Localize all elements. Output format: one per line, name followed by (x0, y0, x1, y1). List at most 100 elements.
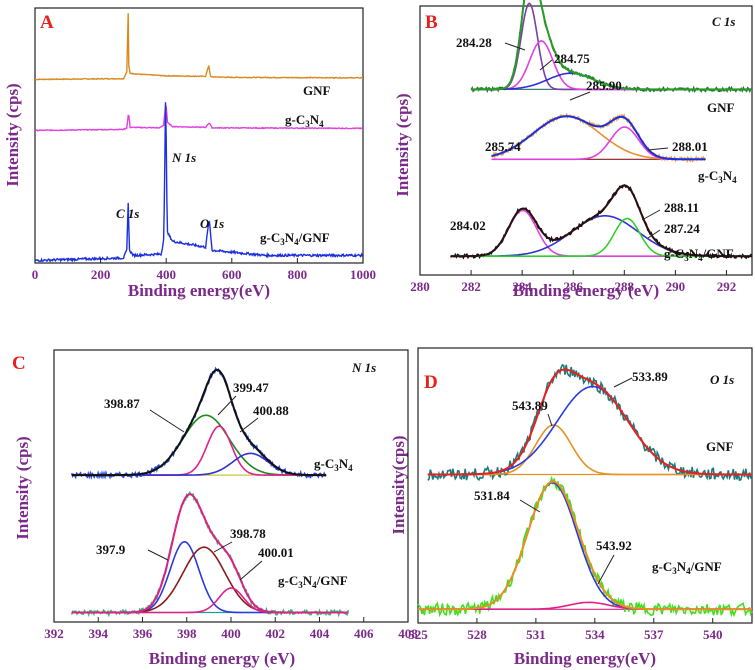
panel-c-ann-39947: 399.47 (233, 380, 269, 395)
panel-b-ann-28801: 288.01 (672, 139, 708, 154)
panel-c-xtick-label: 408 (398, 626, 418, 641)
panel-c-ann-3979: 397.9 (96, 542, 126, 557)
panel-c-letter: C (12, 353, 26, 374)
panel-b-xtick-label: 288 (615, 279, 635, 294)
panel-b-xlabel: Binding energy (eV) (513, 281, 659, 300)
panel-c-envelope-0 (71, 368, 327, 477)
panel-d-xtick-label: 537 (644, 627, 664, 642)
panel-c-ylabel: Intensity (cps) (13, 436, 32, 539)
panel-a-xtick-label: 1000 (350, 267, 376, 282)
panel-b-pointer-5 (641, 209, 661, 221)
panel-d-ann-54392: 543.92 (596, 538, 632, 553)
panel-d-peak-0-0 (427, 424, 752, 476)
panel-c-xtick-label: 398 (177, 626, 197, 641)
panel-a-series-1 (34, 103, 364, 132)
panel-d-xtick-label: 540 (703, 627, 723, 642)
panel-d-xticks: 525 528 531 534 537 540 (408, 618, 722, 642)
panel-b-pointer-1 (504, 42, 526, 51)
panel-c-ann-40001: 400.01 (258, 545, 294, 560)
panel-d-pointer-1 (613, 377, 633, 388)
panel-c-series-gc3n4: g-C3N4 (314, 456, 353, 473)
panel-a-xtick-label: 600 (222, 267, 242, 282)
panel-b-series-gnf: GNF (707, 100, 735, 115)
panel-d-envelope-1 (418, 480, 752, 611)
panel-b-xtick-label: 280 (410, 279, 430, 294)
panel-d-raw-data-1 (417, 475, 753, 618)
panel-d-xtick-label: 531 (526, 627, 546, 642)
panel-b-title: C 1s (712, 14, 735, 29)
panel-c-pointer-5 (213, 541, 233, 553)
panel-d-series-gnf: GNF (706, 439, 734, 454)
panel-a-n1s-label: N 1s (171, 150, 196, 165)
panel-b-ann-28724: 287.24 (664, 221, 700, 236)
panel-c: 392 394 396 398 400 402 404 406 408 C N 1s 398.8… (12, 349, 418, 668)
panel-a-letter: A (40, 12, 54, 33)
panel-c-curves (70, 366, 350, 618)
panel-d-ylabel: Intensity(cps) (389, 435, 408, 534)
panel-b-xtick-label: 292 (717, 279, 737, 294)
panel-b-ann-28574: 285.74 (485, 139, 521, 154)
panel-c-series-composite: g-C3N4/GNF (278, 573, 348, 590)
panel-b-letter: B (425, 12, 438, 33)
panel-b-pointer-4 (647, 147, 669, 151)
panel-b-envelope-1 (491, 115, 706, 161)
panel-d-frame (417, 347, 753, 624)
panel-d-letter: D (424, 372, 438, 393)
panel-c-peak-0-0 (71, 414, 327, 476)
panel-b-envelope-0 (471, 0, 751, 91)
panel-b-frame (419, 5, 753, 276)
panel-c-xtick-label: 402 (266, 626, 286, 641)
panel-b-pointer-6 (647, 229, 661, 239)
panel-b-ann-28402: 284.02 (450, 218, 486, 233)
panel-b-ann-28590: 285.90 (586, 78, 622, 93)
panel-d-envelope-0 (427, 368, 752, 476)
panel-a-xtick-label: 400 (156, 267, 176, 282)
panel-a-series-2 (34, 102, 364, 263)
panel-d: 525 528 531 534 537 540 D O 1s 533.89 543.89 … (389, 347, 753, 668)
panel-d-raw-data-0 (427, 363, 753, 482)
panel-c-ann-39887: 398.87 (104, 396, 140, 411)
panel-c-pointer-2 (217, 395, 237, 416)
panel-c-xtick-label: 394 (89, 626, 109, 641)
panel-c-pointer-6 (239, 560, 263, 581)
panel-d-xtick-label: 525 (408, 627, 428, 642)
panel-a-o1s-label: O 1s (200, 216, 224, 231)
panel-c-raw-data-0 (70, 366, 327, 480)
panel-a-series-gc3n4: g-C3N4 (285, 112, 324, 129)
panel-a-xticks: 0 200 400 600 800 1000 (32, 258, 376, 282)
panel-b-series-gc3n4: g-C3N4 (698, 168, 737, 185)
panel-d-curves (417, 363, 753, 618)
panel-c-xtick-label: 392 (44, 626, 64, 641)
panel-c-title: N 1s (351, 360, 376, 375)
panel-a-ylabel: Intensity (cps) (3, 83, 22, 186)
panel-b-pointer-3 (569, 91, 591, 101)
panel-a-xlabel: Binding energy(eV) (128, 281, 270, 300)
panel-a-curves (34, 13, 364, 263)
panel-b-ann-28428: 284.28 (456, 35, 492, 50)
panel-c-xtick-label: 406 (354, 626, 374, 641)
panel-d-title: O 1s (710, 372, 734, 387)
panel-a-series-gnf: GNF (303, 83, 331, 98)
panel-a-series-composite: g-C3N4/GNF (260, 230, 330, 247)
panel-a-xtick-label: 200 (91, 267, 111, 282)
panel-a-frame (34, 7, 364, 264)
panel-d-pointer-3 (519, 499, 541, 513)
panel-d-ann-53389: 533.89 (632, 369, 668, 384)
panel-b-envelope-2 (450, 184, 752, 258)
panel-b-series-composite: g-C3N4/GNF (664, 246, 734, 263)
panel-a-series-0 (34, 13, 363, 81)
panel-a-xtick-label: 800 (288, 267, 308, 282)
panel-c-pointer-4 (147, 549, 169, 561)
panel-d-ann-53184: 531.84 (474, 488, 510, 503)
panel-d-series-composite: g-C3N4/GNF (652, 559, 722, 576)
panel-a-xtick-label: 0 (32, 267, 39, 282)
panel-b: 280 282 284 286 288 290 292 B C 1s 284.28 284.… (393, 0, 753, 300)
panel-c-pointer-1 (149, 409, 185, 433)
panel-c-peak-0-1 (71, 425, 327, 476)
panel-d-xtick-label: 528 (467, 627, 487, 642)
panel-c-peak-1-2 (71, 587, 349, 614)
panel-c-xticks: 392 394 396 398 400 402 404 406 408 (44, 617, 418, 641)
panel-b-ann-28475: 284.75 (554, 51, 590, 66)
panel-a: 0 200 400 600 800 1000 A GNF g-C3N4 g-C3N4/GN… (3, 7, 376, 300)
